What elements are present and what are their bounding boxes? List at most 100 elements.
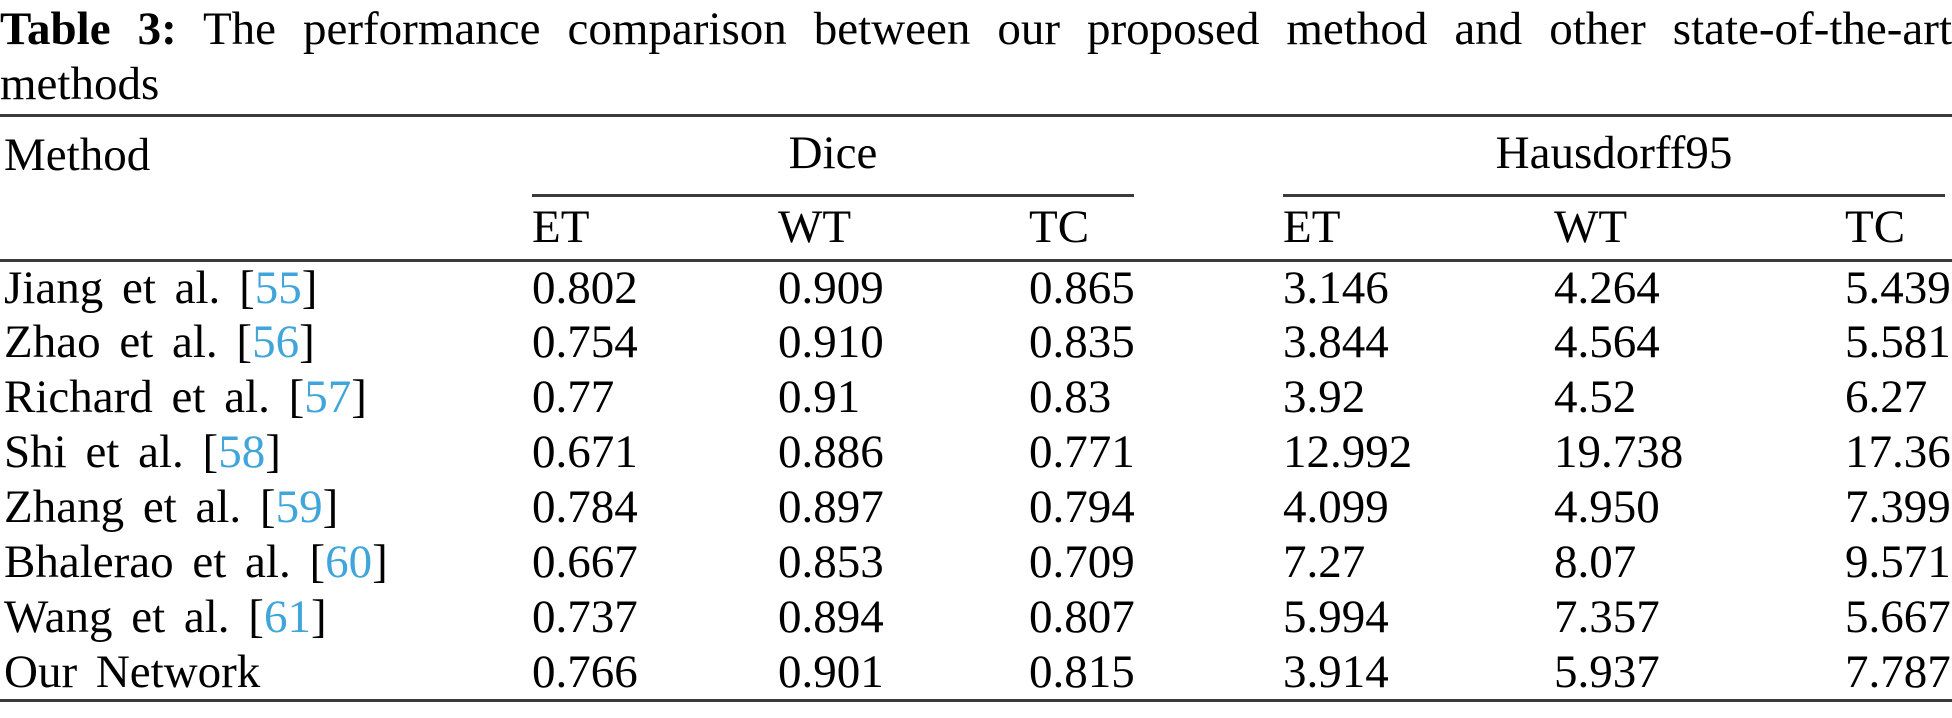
metric-value: 0.909 xyxy=(778,262,884,315)
metric-value: 5.937 xyxy=(1554,645,1660,698)
metric-value: 0.737 xyxy=(532,591,638,644)
table-row: Jiang et al. [55] 0.802 0.909 0.865 3.14… xyxy=(0,261,1952,316)
table-number-label: Table 3: xyxy=(0,3,177,55)
method-name: Richard et al. xyxy=(4,371,270,424)
metric-value: 19.738 xyxy=(1554,426,1684,479)
citation-number[interactable]: 61 xyxy=(263,591,311,644)
citation-number[interactable]: 56 xyxy=(252,316,300,369)
metric-value: 4.950 xyxy=(1554,481,1660,534)
metric-value: 0.91 xyxy=(778,371,861,424)
metric-value: 0.83 xyxy=(1029,371,1112,424)
method-cell: Jiang et al. [55] xyxy=(0,261,532,316)
group-header-dice-cell: Dice xyxy=(532,116,1283,197)
method-cell: Richard et al. [57] xyxy=(0,371,532,426)
column-header-h95-wt: WT xyxy=(1554,197,1846,262)
column-header-dice-et: ET xyxy=(532,197,778,262)
metric-value: 0.709 xyxy=(1029,536,1135,589)
method-name: Zhao et al. xyxy=(4,316,218,369)
table-row: Zhang et al. [59] 0.784 0.897 0.794 4.09… xyxy=(0,481,1952,536)
metric-value: 0.802 xyxy=(532,262,638,315)
method-name: Zhang et al. xyxy=(4,481,242,534)
metric-value: 0.807 xyxy=(1029,591,1135,644)
citation-bracket-close: ] xyxy=(265,426,281,479)
table-row: Bhalerao et al. [60] 0.667 0.853 0.709 7… xyxy=(0,536,1952,591)
metric-value: 4.52 xyxy=(1554,371,1637,424)
citation-bracket-open: [ xyxy=(183,426,219,479)
method-name: Shi et al. xyxy=(4,426,184,479)
metric-value: 0.865 xyxy=(1029,262,1135,315)
citation-bracket-close: ] xyxy=(322,481,339,534)
citation-number[interactable]: 60 xyxy=(325,536,373,589)
citation-bracket-close: ] xyxy=(372,536,388,589)
metric-value: 0.77 xyxy=(532,371,615,424)
group-header-hausdorff95-cell: Hausdorff95 xyxy=(1283,116,1952,197)
method-cell: Shi et al. [58] xyxy=(0,426,532,481)
table-row: Richard et al. [57] 0.77 0.91 0.83 3.92 … xyxy=(0,371,1952,426)
metric-value: 0.853 xyxy=(778,536,884,589)
group-header-row: Method Dice Hausdorff95 xyxy=(0,115,1952,262)
citation-bracket-open: [ xyxy=(290,536,326,589)
method-name: Bhalerao et al. xyxy=(4,536,291,589)
results-table: Method Dice Hausdorff95 ET WT TC ET WT T… xyxy=(0,114,1952,702)
metric-value: 0.815 xyxy=(1029,645,1135,698)
method-cell: Our Network xyxy=(0,646,532,701)
metric-value: 3.146 xyxy=(1283,262,1389,315)
metric-value: 0.901 xyxy=(778,645,884,698)
metric-value: 7.357 xyxy=(1554,591,1660,644)
citation-bracket-close: ] xyxy=(351,371,367,424)
caption-line-1: Table 3: The performance comparison betw… xyxy=(0,2,1952,57)
method-cell: Wang et al. [61] xyxy=(0,591,532,646)
metric-value: 7.27 xyxy=(1283,536,1366,589)
metric-value: 5.581 xyxy=(1845,316,1951,369)
metric-value: 12.992 xyxy=(1283,426,1413,479)
metric-value: 0.766 xyxy=(532,645,638,698)
group-header-hausdorff95: Hausdorff95 xyxy=(1283,128,1946,197)
column-header-h95-et: ET xyxy=(1283,197,1555,262)
method-name: Jiang et al. xyxy=(4,262,221,315)
metric-value: 0.754 xyxy=(532,316,638,369)
citation-bracket-close: ] xyxy=(301,262,318,315)
metric-value: 9.571 xyxy=(1845,536,1951,589)
method-cell: Zhang et al. [59] xyxy=(0,481,532,536)
caption-line-2: methods xyxy=(0,58,160,110)
metric-value: 8.07 xyxy=(1554,536,1637,589)
citation-number[interactable]: 57 xyxy=(304,371,352,424)
metric-value: 0.771 xyxy=(1029,426,1135,479)
metric-value: 7.399 xyxy=(1845,481,1951,534)
citation-number[interactable]: 58 xyxy=(218,426,266,479)
citation-number[interactable]: 59 xyxy=(275,481,323,534)
citation-number[interactable]: 55 xyxy=(254,262,302,315)
citation-bracket-open: [ xyxy=(269,371,305,424)
citation-bracket-close: ] xyxy=(310,591,327,644)
table-caption: Table 3: The performance comparison betw… xyxy=(0,0,1952,112)
metric-value: 17.366 xyxy=(1845,426,1952,479)
column-header-dice-wt: WT xyxy=(778,197,1029,262)
table-row: Shi et al. [58] 0.671 0.886 0.771 12.992… xyxy=(0,426,1952,481)
method-cell: Bhalerao et al. [60] xyxy=(0,536,532,591)
metric-value: 0.667 xyxy=(532,536,638,589)
table-row: Our Network 0.766 0.901 0.815 3.914 5.93… xyxy=(0,646,1952,701)
metric-value: 0.897 xyxy=(778,481,884,534)
metric-value: 0.835 xyxy=(1029,316,1135,369)
metric-value: 3.92 xyxy=(1283,371,1366,424)
metric-value: 7.787 xyxy=(1845,645,1951,698)
citation-bracket-open: [ xyxy=(217,316,253,369)
metric-value: 5.439 xyxy=(1845,262,1951,315)
metric-value: 3.844 xyxy=(1283,316,1389,369)
table-row: Zhao et al. [56] 0.754 0.910 0.835 3.844… xyxy=(0,316,1952,371)
metric-value: 0.784 xyxy=(532,481,638,534)
sub-header-row: ET WT TC ET WT TC xyxy=(0,197,1952,262)
method-name: Wang et al. xyxy=(4,591,230,644)
metric-value: 0.886 xyxy=(778,426,884,479)
citation-bracket-close: ] xyxy=(299,316,315,369)
table-row: Wang et al. [61] 0.737 0.894 0.807 5.994… xyxy=(0,591,1952,646)
metric-value: 5.994 xyxy=(1283,591,1389,644)
citation-bracket-open: [ xyxy=(241,481,276,534)
metric-value: 3.914 xyxy=(1283,645,1389,698)
metric-value: 4.264 xyxy=(1554,262,1660,315)
metric-value: 6.27 xyxy=(1845,371,1928,424)
metric-value: 0.910 xyxy=(778,316,884,369)
column-header-h95-tc: TC xyxy=(1845,197,1952,262)
group-header-dice: Dice xyxy=(532,128,1134,197)
